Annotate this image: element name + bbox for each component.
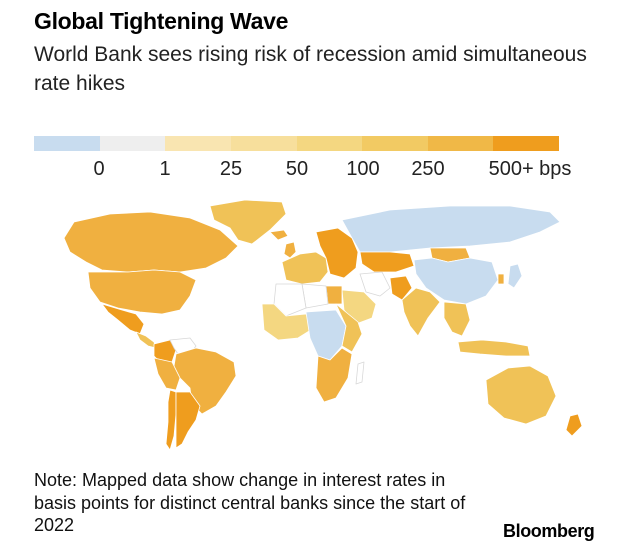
legend-label-1: 1 xyxy=(159,158,171,180)
region-usa xyxy=(87,269,197,315)
region-south-korea xyxy=(497,273,505,285)
region-australia xyxy=(485,365,557,425)
legend: 0 1 25 50 100 250 500+ bps xyxy=(34,136,571,186)
region-libya xyxy=(301,283,329,309)
region-china xyxy=(413,257,499,305)
legend-label-500: 500+ bps xyxy=(488,158,572,180)
region-pakistan xyxy=(389,275,413,301)
legend-label-0: 0 xyxy=(93,158,105,180)
region-egypt xyxy=(325,285,343,305)
world-map xyxy=(63,199,583,451)
legend-swatch-6 xyxy=(427,136,494,151)
region-argentina xyxy=(175,391,201,449)
region-kazakhstan xyxy=(359,251,415,273)
region-southeast-asia xyxy=(443,301,471,337)
region-greenland xyxy=(209,199,287,245)
chart-title: Global Tightening Wave xyxy=(34,8,289,34)
region-eastern-europe xyxy=(315,227,359,279)
region-southern-africa xyxy=(315,347,353,403)
region-western-europe xyxy=(281,251,329,285)
region-canada xyxy=(63,211,239,273)
legend-swatch-3 xyxy=(230,136,297,151)
chart-subtitle: World Bank sees rising risk of recession… xyxy=(34,43,587,95)
legend-swatch-4 xyxy=(296,136,363,151)
region-russia xyxy=(341,205,561,253)
legend-label-250: 250 xyxy=(411,158,445,180)
region-central-america xyxy=(135,331,157,349)
region-indonesia xyxy=(457,339,531,357)
legend-label-25: 25 xyxy=(219,158,243,180)
region-peru xyxy=(153,357,181,391)
region-algeria xyxy=(273,283,307,317)
region-japan xyxy=(507,263,523,289)
region-central-africa xyxy=(305,309,347,361)
legend-swatch-1 xyxy=(99,136,166,151)
legend-label-100: 100 xyxy=(346,158,380,180)
legend-swatch-0 xyxy=(34,136,100,151)
legend-swatch-7 xyxy=(493,136,559,151)
legend-color-bar xyxy=(34,136,559,151)
legend-swatch-5 xyxy=(362,136,428,151)
region-uk xyxy=(283,241,297,259)
region-new-zealand xyxy=(565,413,583,437)
bloomberg-logo: Bloomberg xyxy=(503,521,595,541)
legend-swatch-2 xyxy=(165,136,231,151)
region-chile xyxy=(165,389,177,451)
footnote: Note: Mapped data show change in interes… xyxy=(34,470,466,535)
legend-label-50: 50 xyxy=(285,158,309,180)
region-east-africa xyxy=(335,303,363,353)
region-iran xyxy=(359,271,391,297)
region-madagascar xyxy=(355,361,365,385)
region-india xyxy=(401,287,441,337)
region-iceland xyxy=(269,229,289,241)
